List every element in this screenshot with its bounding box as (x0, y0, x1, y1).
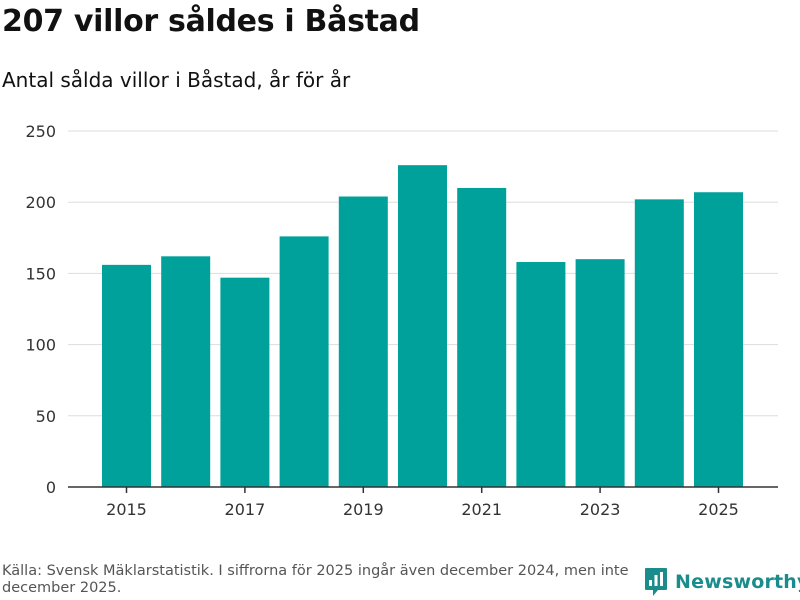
x-tick-label: 2019 (343, 500, 384, 519)
x-tick-label: 2017 (225, 500, 266, 519)
y-tick-label: 150 (25, 264, 56, 283)
source-note: Källa: Svensk Mäklarstatistik. I siffror… (2, 563, 629, 596)
bar-2020 (398, 165, 447, 487)
bar-2016 (161, 256, 211, 487)
bars (102, 165, 743, 488)
bar-2025 (694, 192, 743, 487)
y-tick-label: 100 (25, 336, 56, 355)
newsworthy-logo-icon (645, 568, 667, 596)
y-tick-label: 200 (25, 193, 56, 212)
bar-2023 (575, 259, 625, 487)
bar-2019 (338, 196, 388, 487)
bar-2015 (102, 264, 151, 487)
bar-2022 (516, 262, 566, 487)
y-tick-label: 0 (46, 478, 56, 497)
bar-2021 (457, 187, 507, 487)
y-tick-label: 50 (36, 407, 56, 426)
bar-2017 (220, 277, 270, 487)
x-tick-label: 2023 (580, 500, 621, 519)
x-tick-label: 2021 (461, 500, 502, 519)
bar-2024 (634, 199, 684, 488)
x-axis (68, 486, 778, 493)
tick-labels: 0 50 100 150 200 250 2015 2017 2019 2021 2023 2025 (25, 122, 738, 519)
chart-title: 207 villor såldes i Båstad (2, 4, 420, 39)
chart-subtitle: Antal sålda villor i Båstad, år för år (2, 68, 351, 92)
x-tick-label: 2025 (698, 500, 739, 519)
bar-chart: 0 50 100 150 200 250 2015 2017 2019 2021 2023 2025 (25, 122, 778, 519)
y-tick-label: 250 (25, 122, 56, 141)
brand-name: Newsworthy (675, 571, 800, 593)
bar-2018 (279, 236, 329, 487)
brand-logo: Newsworthy (644, 567, 800, 597)
x-tick-label: 2015 (106, 500, 147, 519)
